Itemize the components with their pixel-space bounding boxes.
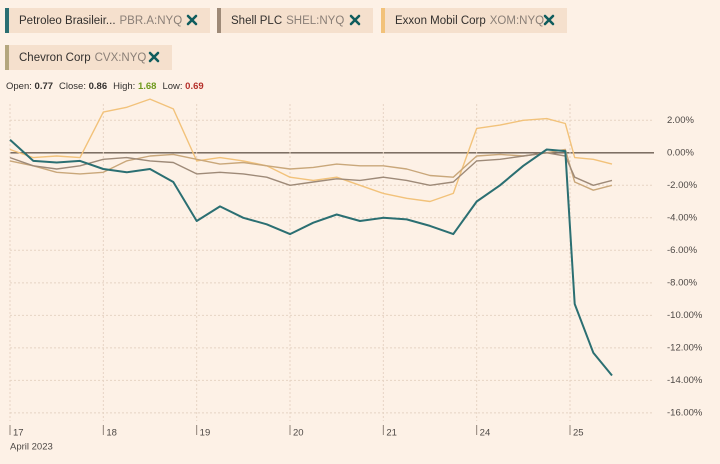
- legend-name: Exxon Mobil Corp: [395, 14, 486, 27]
- remove-button[interactable]: [543, 14, 555, 26]
- legend-chip: Petroleo Brasileir... PBR.A:NYQ: [5, 8, 210, 33]
- legend-symbol: SHEL:NYQ: [286, 14, 345, 27]
- stat-label: High:: [113, 81, 136, 92]
- y-tick-label: -6.00%: [667, 245, 698, 256]
- remove-icon: [148, 51, 160, 63]
- y-tick-label: -14.00%: [667, 375, 703, 386]
- stat-label: Close:: [59, 81, 86, 92]
- y-tick-label: -12.00%: [667, 342, 703, 353]
- x-tick-label: 20: [293, 428, 304, 439]
- legend-chip: Exxon Mobil Corp XOM:NYQ: [381, 8, 567, 33]
- y-tick-label: -2.00%: [667, 180, 698, 191]
- stat-label: Low:: [162, 81, 183, 92]
- stat-label: Open:: [6, 81, 32, 92]
- y-tick-label: -10.00%: [667, 310, 703, 321]
- legend-chip: Chevron Corp CVX:NYQ: [5, 45, 172, 70]
- series-line: [9, 98, 613, 203]
- x-tick-label: 17: [13, 428, 24, 439]
- y-tick-label: -4.00%: [667, 212, 698, 223]
- x-tick-label: 21: [386, 428, 397, 439]
- remove-icon: [543, 14, 555, 26]
- stats: Open: 0.77 Close: 0.86 High: 1.68 Low: 0.69: [6, 81, 210, 92]
- remove-button[interactable]: [186, 14, 198, 26]
- legend-symbol: PBR.A:NYQ: [119, 14, 183, 27]
- y-tick-label: 0.00%: [667, 147, 694, 158]
- stat-value: 1.68: [137, 81, 157, 92]
- stat-value: 0.86: [88, 81, 108, 92]
- remove-icon: [186, 14, 198, 26]
- series-line: [9, 152, 613, 186]
- x-tick-label: 25: [573, 428, 584, 439]
- legend-name: Chevron Corp: [19, 51, 91, 64]
- remove-button[interactable]: [148, 51, 160, 63]
- x-sublabel: April 2023: [10, 442, 53, 453]
- stat-value: 0.77: [34, 81, 54, 92]
- legend-name: Petroleo Brasileir...: [19, 14, 116, 27]
- legend-symbol: XOM:NYQ: [489, 14, 545, 27]
- legend-symbol: CVX:NYQ: [94, 51, 147, 64]
- y-tick-label: -8.00%: [667, 277, 698, 288]
- series-line: [9, 139, 613, 377]
- x-tick-label: 18: [106, 428, 117, 439]
- remove-button[interactable]: [349, 14, 361, 26]
- y-tick-label: -16.00%: [667, 407, 703, 418]
- legend-name: Shell PLC: [231, 14, 283, 27]
- x-tick-label: 24: [480, 428, 491, 439]
- x-tick-label: 19: [200, 428, 211, 439]
- y-tick-label: 2.00%: [667, 115, 694, 126]
- remove-icon: [349, 14, 361, 26]
- stat-value: 0.69: [185, 81, 204, 92]
- legend-chip: Shell PLC SHEL:NYQ: [217, 8, 373, 33]
